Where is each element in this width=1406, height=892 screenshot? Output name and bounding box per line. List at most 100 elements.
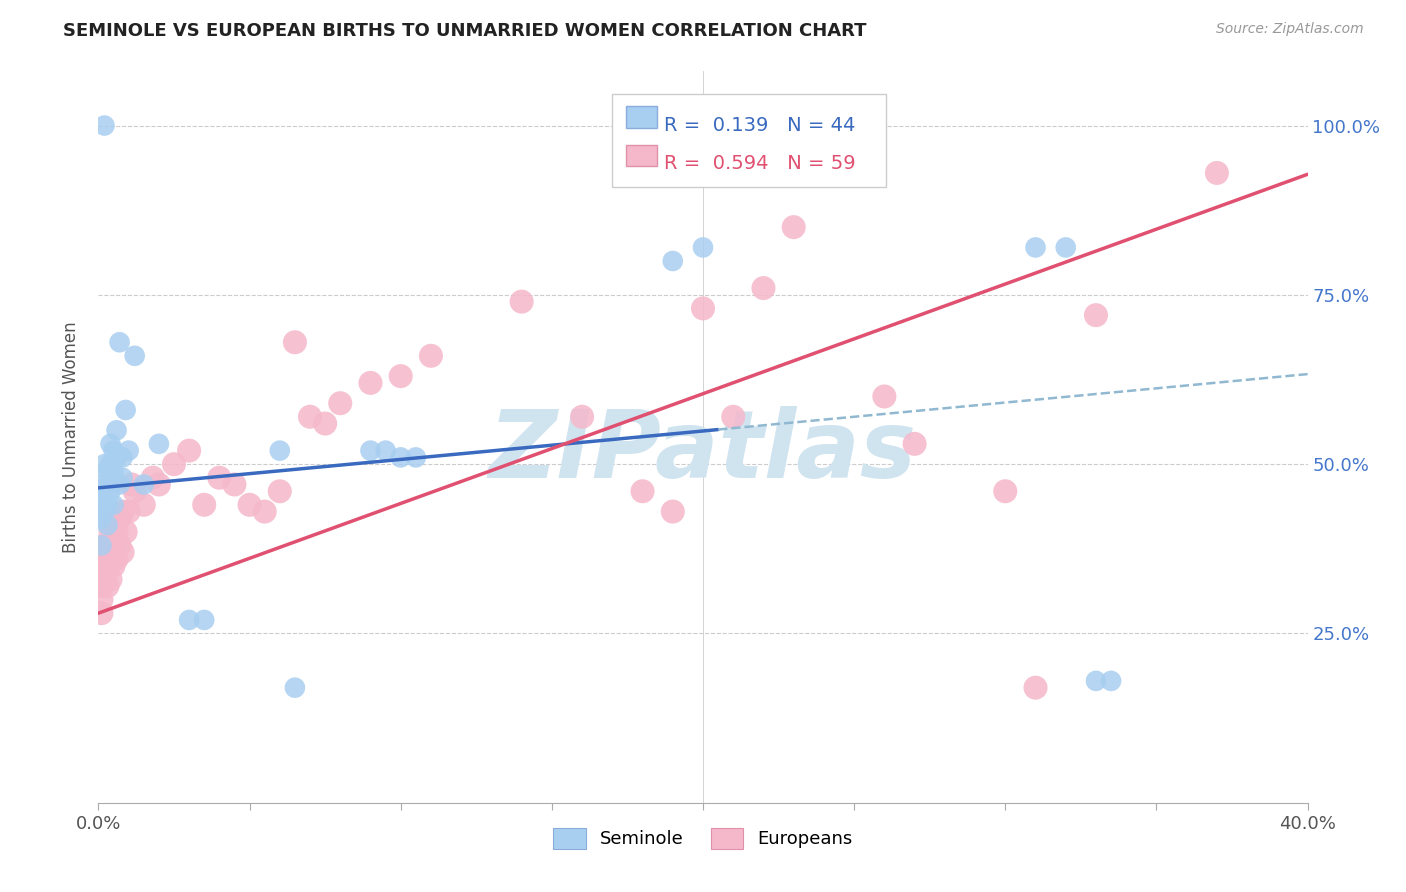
Europeans bbox=[904, 437, 927, 451]
Europeans bbox=[96, 558, 118, 573]
Europeans bbox=[105, 524, 128, 539]
Seminole bbox=[692, 240, 714, 254]
Text: ZIPatlas: ZIPatlas bbox=[489, 406, 917, 498]
Europeans bbox=[360, 376, 382, 390]
Seminole bbox=[284, 681, 307, 695]
Europeans bbox=[179, 443, 201, 458]
Europeans bbox=[90, 545, 112, 559]
Europeans bbox=[93, 538, 115, 552]
Seminole bbox=[1054, 240, 1077, 254]
Europeans bbox=[108, 511, 131, 525]
Seminole bbox=[90, 511, 112, 525]
Legend: Seminole, Europeans: Seminole, Europeans bbox=[546, 821, 860, 856]
Text: Source: ZipAtlas.com: Source: ZipAtlas.com bbox=[1216, 22, 1364, 37]
Seminole bbox=[96, 477, 118, 491]
Seminole bbox=[93, 484, 115, 499]
Seminole bbox=[96, 518, 118, 533]
Europeans bbox=[723, 409, 745, 424]
Seminole bbox=[111, 450, 134, 465]
Europeans bbox=[1206, 166, 1229, 180]
Seminole bbox=[90, 491, 112, 505]
Europeans bbox=[103, 545, 125, 559]
Seminole bbox=[124, 349, 146, 363]
Seminole bbox=[108, 477, 131, 491]
Europeans bbox=[108, 538, 131, 552]
Europeans bbox=[100, 524, 122, 539]
Europeans bbox=[208, 471, 231, 485]
Europeans bbox=[93, 572, 115, 586]
Europeans bbox=[510, 294, 533, 309]
Europeans bbox=[224, 477, 246, 491]
Seminole bbox=[132, 477, 155, 491]
Seminole bbox=[1099, 673, 1122, 688]
Seminole bbox=[179, 613, 201, 627]
Europeans bbox=[96, 538, 118, 552]
Seminole bbox=[1024, 240, 1046, 254]
Europeans bbox=[114, 524, 136, 539]
Seminole bbox=[100, 437, 122, 451]
Europeans bbox=[1024, 681, 1046, 695]
Europeans bbox=[1085, 308, 1108, 322]
Europeans bbox=[631, 484, 654, 499]
Europeans bbox=[103, 558, 125, 573]
Europeans bbox=[994, 484, 1017, 499]
Seminole bbox=[269, 443, 291, 458]
Europeans bbox=[389, 369, 412, 384]
Europeans bbox=[253, 505, 276, 519]
Seminole bbox=[93, 119, 115, 133]
Europeans bbox=[284, 335, 307, 350]
Europeans bbox=[100, 572, 122, 586]
Europeans bbox=[118, 505, 141, 519]
Europeans bbox=[111, 505, 134, 519]
Europeans bbox=[661, 505, 683, 519]
Seminole bbox=[100, 484, 122, 499]
Seminole bbox=[389, 450, 412, 465]
Europeans bbox=[90, 606, 112, 620]
Seminole bbox=[93, 505, 115, 519]
Seminole bbox=[90, 477, 112, 491]
Seminole bbox=[1085, 673, 1108, 688]
Europeans bbox=[239, 498, 262, 512]
Seminole bbox=[105, 423, 128, 437]
Europeans bbox=[873, 389, 896, 403]
Seminole bbox=[148, 437, 170, 451]
Europeans bbox=[193, 498, 215, 512]
Seminole bbox=[105, 450, 128, 465]
Europeans bbox=[752, 281, 775, 295]
Text: R =  0.139   N = 44: R = 0.139 N = 44 bbox=[664, 116, 855, 135]
Seminole bbox=[93, 457, 115, 471]
Seminole bbox=[114, 403, 136, 417]
Europeans bbox=[111, 545, 134, 559]
Europeans bbox=[269, 484, 291, 499]
Seminole bbox=[96, 464, 118, 478]
Seminole bbox=[90, 538, 112, 552]
Europeans bbox=[90, 558, 112, 573]
Seminole bbox=[360, 443, 382, 458]
Seminole bbox=[100, 457, 122, 471]
Europeans bbox=[90, 579, 112, 593]
Europeans bbox=[103, 518, 125, 533]
Seminole bbox=[193, 613, 215, 627]
Seminole bbox=[108, 335, 131, 350]
Seminole bbox=[96, 498, 118, 512]
Europeans bbox=[142, 471, 165, 485]
Seminole bbox=[103, 443, 125, 458]
Europeans bbox=[148, 477, 170, 491]
Seminole bbox=[111, 471, 134, 485]
Europeans bbox=[314, 417, 336, 431]
Seminole bbox=[374, 443, 396, 458]
Seminole bbox=[661, 254, 683, 268]
Europeans bbox=[692, 301, 714, 316]
Europeans bbox=[100, 552, 122, 566]
Europeans bbox=[420, 349, 443, 363]
Europeans bbox=[90, 592, 112, 607]
Seminole bbox=[405, 450, 427, 465]
Seminole bbox=[118, 443, 141, 458]
Europeans bbox=[96, 579, 118, 593]
Europeans bbox=[571, 409, 593, 424]
Europeans bbox=[121, 477, 143, 491]
Text: R =  0.594   N = 59: R = 0.594 N = 59 bbox=[664, 154, 855, 173]
Europeans bbox=[299, 409, 322, 424]
Y-axis label: Births to Unmarried Women: Births to Unmarried Women bbox=[62, 321, 80, 553]
Europeans bbox=[105, 552, 128, 566]
